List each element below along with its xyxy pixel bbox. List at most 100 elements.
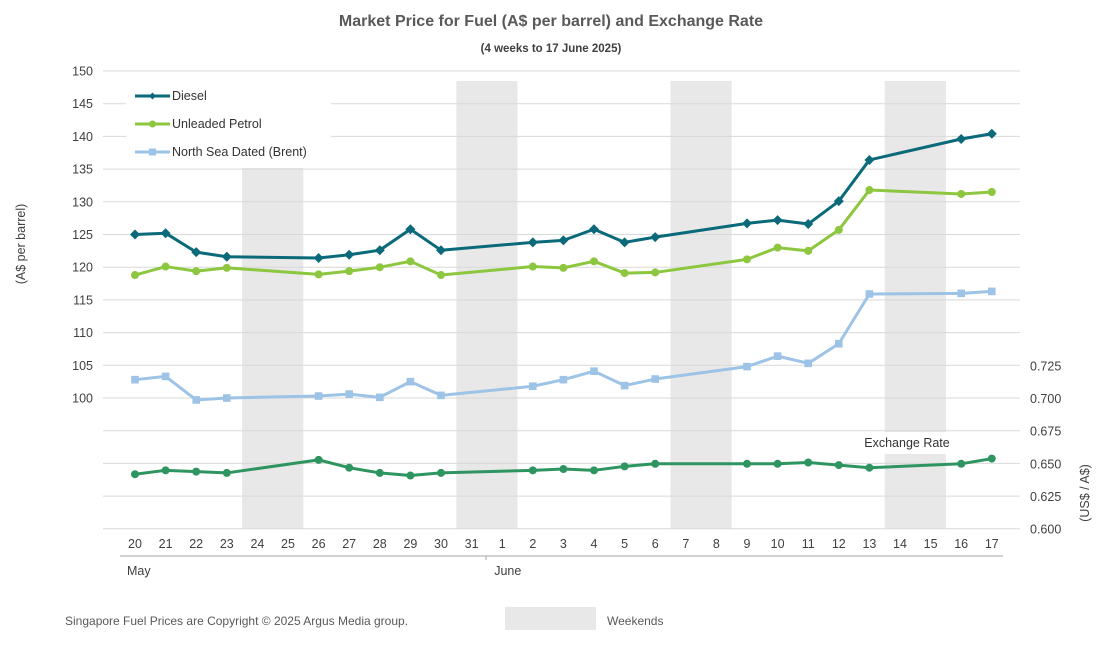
data-point-0 [527,237,538,248]
x-tick-label: 31 [465,537,479,551]
data-point-2 [804,359,812,368]
data-point-2 [314,392,323,400]
x-tick-label: 17 [985,537,999,551]
data-point-3 [161,466,170,475]
data-point-1 [131,271,139,280]
x-tick-label: 22 [189,537,203,551]
data-point-0 [864,154,875,165]
legend-label-brent: North Sea Dated (Brent) [172,145,307,159]
data-point-3 [620,462,629,471]
data-point-1 [528,262,537,271]
data-point-1 [559,263,568,272]
data-point-1 [834,225,843,234]
weekend-band [456,81,518,529]
y-tick-label: 115 [73,293,93,307]
data-point-1 [804,246,813,255]
data-point-2 [590,367,598,375]
data-point-3 [375,468,384,477]
data-point-1 [345,267,354,276]
data-point-1 [773,243,782,252]
data-point-2 [651,375,659,383]
x-tick-label: 15 [924,537,938,551]
y2-tick-label: 0.700 [1030,392,1061,406]
x-tick-label: 25 [281,537,295,551]
data-point-3 [559,465,568,474]
data-point-1 [375,263,384,272]
y2-tick-label: 0.725 [1030,360,1061,374]
data-point-1 [620,269,629,278]
data-point-3 [987,454,996,463]
legend-diesel-marker [149,92,156,100]
data-point-0 [221,251,232,262]
data-point-3 [345,463,354,472]
data-point-2 [835,339,843,348]
data-point-0 [374,245,385,256]
data-point-0 [344,249,355,260]
data-point-0 [803,219,814,230]
y-tick-label: 120 [72,261,93,275]
x-tick-label: 11 [802,537,815,551]
data-point-2 [437,391,445,400]
data-point-1 [743,255,751,264]
y2-tick-label: 0.675 [1030,425,1061,439]
x-tick-label: 27 [342,537,356,551]
data-point-1 [406,257,415,266]
legend-label-unleaded-petrol: Unleaded Petrol [172,117,262,131]
x-tick-label: 24 [250,537,264,551]
x-tick-label: 5 [621,537,628,551]
data-point-0 [650,232,661,243]
data-point-2 [743,362,751,371]
chart-subtitle: (4 weeks to 17 June 2025) [481,43,622,55]
x-tick-label: 7 [682,537,689,551]
data-point-0 [742,218,752,229]
x-tick-label: 1 [499,537,506,551]
month-label: June [494,564,521,578]
x-tick-label: 21 [159,537,173,551]
data-point-0 [160,228,171,239]
data-point-1 [192,267,201,276]
data-point-1 [865,186,874,195]
legend-label-diesel: Diesel [172,89,207,103]
x-tick-label: 8 [713,537,720,551]
data-point-2 [192,396,200,404]
data-point-0 [405,224,416,235]
data-point-0 [619,237,630,248]
x-tick-label: 4 [591,537,598,551]
data-point-3 [528,466,537,475]
data-point-1 [222,263,231,272]
y2-tick-label: 0.625 [1030,490,1061,504]
data-point-2 [406,377,415,386]
data-point-1 [957,189,966,198]
y2-axis-label: (US$ / A$) [1078,464,1092,522]
data-point-3 [743,459,751,468]
x-tick-label: 9 [744,537,751,551]
data-point-2 [529,382,537,391]
y-tick-label: 110 [73,326,93,340]
exchange-rate-label-background [861,432,953,454]
data-point-3 [957,459,966,468]
x-tick-label: 23 [220,537,234,551]
data-point-2 [988,287,996,296]
x-tick-label: 6 [652,537,659,551]
data-point-0 [558,235,569,246]
x-tick-label: 30 [434,537,448,551]
x-tick-label: 29 [403,537,417,551]
data-point-1 [651,268,660,277]
x-tick-label: 13 [862,537,876,551]
data-point-2 [345,390,353,398]
data-point-1 [161,262,170,271]
data-point-1 [987,187,996,196]
data-point-0 [589,224,599,235]
y-tick-label: 150 [72,65,93,79]
y-tick-label: 140 [72,130,93,144]
y2-tick-label: 0.650 [1030,457,1061,471]
x-tick-label: 3 [560,537,567,551]
data-point-2 [957,289,965,298]
data-point-3 [773,459,782,468]
data-point-3 [131,470,139,479]
data-point-3 [192,467,201,476]
legend-brent-marker [149,148,156,156]
data-point-3 [222,468,231,477]
x-tick-label: 14 [893,537,907,551]
x-tick-label: 10 [771,537,785,551]
